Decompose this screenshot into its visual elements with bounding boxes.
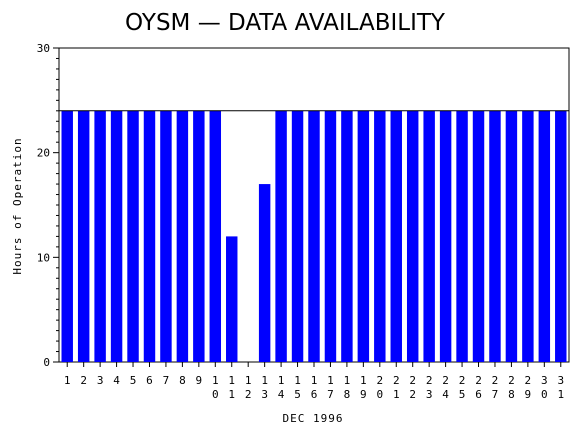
x-tick-label: 3 <box>97 374 104 387</box>
bar-26 <box>472 110 485 362</box>
bar-20 <box>374 110 386 362</box>
bar-15 <box>291 110 304 362</box>
bar-24 <box>439 110 452 362</box>
x-tick-label: 2 <box>80 374 87 387</box>
bar-23 <box>423 110 435 362</box>
bar-31 <box>555 110 567 362</box>
bar-19 <box>357 110 370 362</box>
x-axis-label: DEC 1996 <box>283 412 344 425</box>
y-tick-label: 30 <box>37 42 50 55</box>
bar-18 <box>341 110 353 362</box>
bar-30 <box>538 110 551 362</box>
y-tick-label: 0 <box>43 356 50 369</box>
bar-7 <box>160 110 172 362</box>
x-tick-label: 5 <box>130 374 137 387</box>
x-tick-label: 7 <box>163 374 170 387</box>
bar-21 <box>390 110 402 362</box>
bar-16 <box>308 110 320 362</box>
bar-3 <box>94 110 106 362</box>
x-tick-label: 9 <box>196 374 203 387</box>
x-tick-label: 8 <box>179 374 186 387</box>
bar-5 <box>127 110 139 362</box>
y-tick-label: 20 <box>37 147 50 160</box>
bar-4 <box>110 110 123 362</box>
y-tick-label: 10 <box>37 251 50 264</box>
chart-title: OYSM — DATA AVAILABILITY <box>125 10 446 36</box>
bar-22 <box>406 110 419 362</box>
bar-14 <box>275 110 287 362</box>
bar-27 <box>489 110 501 362</box>
bar-1 <box>61 110 73 362</box>
x-tick-label: 4 <box>113 374 120 387</box>
y-axis-label: Hours of Operation <box>11 137 24 274</box>
bar-29 <box>522 110 534 362</box>
bar-10 <box>209 110 222 362</box>
bar-8 <box>176 110 189 362</box>
bar-17 <box>324 110 337 362</box>
bar-28 <box>505 110 518 362</box>
bar-6 <box>143 110 156 362</box>
bar-9 <box>193 110 205 362</box>
bar-11 <box>226 236 238 362</box>
x-tick-label: 1 <box>64 374 71 387</box>
x-tick-label: 6 <box>146 374 153 387</box>
bar-25 <box>456 110 468 362</box>
bar-2 <box>77 110 90 362</box>
bar-13 <box>258 184 271 362</box>
